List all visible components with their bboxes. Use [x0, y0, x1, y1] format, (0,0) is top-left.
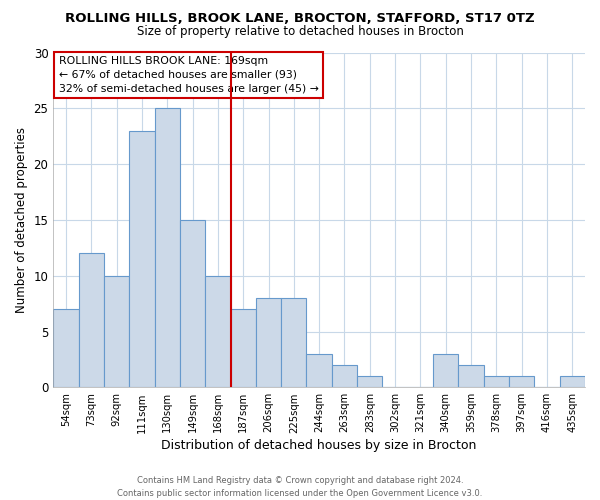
- Bar: [205, 276, 230, 388]
- Bar: [281, 298, 307, 388]
- Bar: [155, 108, 180, 388]
- Bar: [53, 309, 79, 388]
- Bar: [458, 365, 484, 388]
- Bar: [484, 376, 509, 388]
- X-axis label: Distribution of detached houses by size in Brocton: Distribution of detached houses by size …: [161, 440, 477, 452]
- Text: Size of property relative to detached houses in Brocton: Size of property relative to detached ho…: [137, 25, 463, 38]
- Bar: [129, 130, 155, 388]
- Bar: [79, 254, 104, 388]
- Bar: [433, 354, 458, 388]
- Text: Contains HM Land Registry data © Crown copyright and database right 2024.
Contai: Contains HM Land Registry data © Crown c…: [118, 476, 482, 498]
- Text: ROLLING HILLS BROOK LANE: 169sqm
← 67% of detached houses are smaller (93)
32% o: ROLLING HILLS BROOK LANE: 169sqm ← 67% o…: [59, 56, 319, 94]
- Bar: [332, 365, 357, 388]
- Bar: [307, 354, 332, 388]
- Bar: [180, 220, 205, 388]
- Bar: [560, 376, 585, 388]
- Bar: [104, 276, 129, 388]
- Text: ROLLING HILLS, BROOK LANE, BROCTON, STAFFORD, ST17 0TZ: ROLLING HILLS, BROOK LANE, BROCTON, STAF…: [65, 12, 535, 26]
- Bar: [230, 309, 256, 388]
- Y-axis label: Number of detached properties: Number of detached properties: [15, 127, 28, 313]
- Bar: [509, 376, 535, 388]
- Bar: [357, 376, 382, 388]
- Bar: [256, 298, 281, 388]
